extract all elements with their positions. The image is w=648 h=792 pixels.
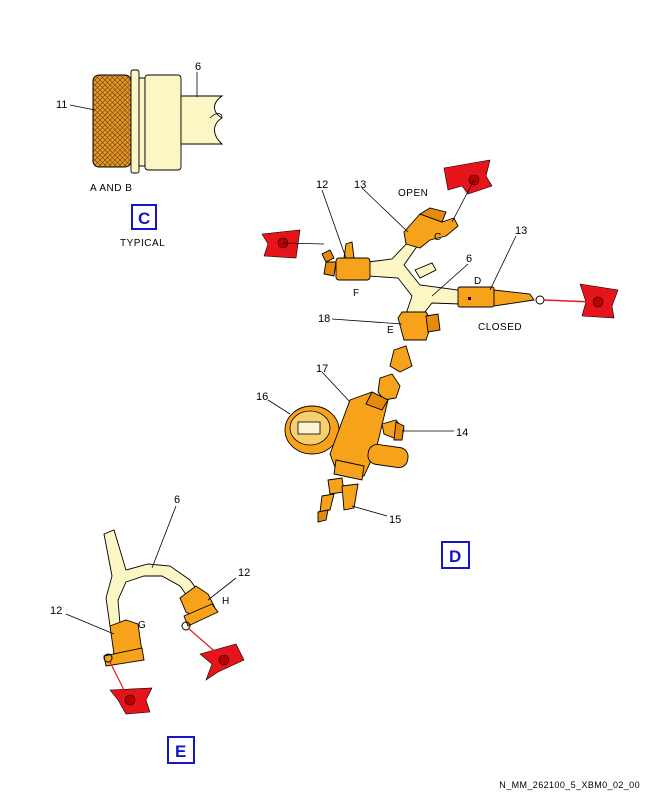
view-label-d-box — [441, 541, 470, 569]
flange-ring — [130, 69, 140, 174]
callout-13-d-right: 13 — [515, 225, 527, 237]
callout-12-e-left: 12 — [50, 605, 62, 617]
letter-c: C — [434, 232, 442, 243]
callout-12-d: 12 — [316, 179, 328, 191]
fitting-g — [103, 619, 145, 667]
callout-16: 16 — [256, 391, 268, 403]
letter-h: H — [222, 596, 230, 607]
callout-14: 14 — [456, 427, 468, 439]
warning-tag-d — [543, 283, 619, 319]
coupling-upper — [389, 345, 413, 373]
view-label-e-box — [167, 736, 195, 764]
callout-18: 18 — [318, 313, 330, 325]
valve-c — [403, 207, 459, 249]
caption-a-and-b: A AND B — [90, 183, 132, 194]
hose-manifold-6 — [367, 239, 461, 319]
valve-14 — [381, 419, 405, 441]
callout-13-d-left: 13 — [354, 179, 366, 191]
letter-g: G — [138, 620, 146, 631]
callout-12-e-right: 12 — [238, 567, 250, 579]
hose-stub — [414, 262, 437, 279]
regulator-body-17 — [329, 391, 409, 481]
valve-f — [321, 241, 371, 281]
fitting-15 — [317, 477, 359, 523]
hose-6 — [180, 95, 224, 145]
coupling-lower — [377, 373, 401, 401]
figure-reference: N_MM_262100_5_XBM0_02_00 — [499, 780, 640, 790]
caption-open: OPEN — [398, 188, 428, 199]
knurled-nut-11 — [92, 74, 132, 168]
callout-6: 6 — [195, 61, 201, 73]
view-label-c: C — [138, 209, 150, 228]
view-e-assembly: 6 12 H 12 G E — [50, 494, 250, 764]
view-label-d: D — [449, 547, 461, 566]
caption-closed: CLOSED — [478, 322, 522, 333]
view-c-connector: 11 6 A AND B C TYPICAL — [56, 61, 224, 249]
pressure-gauge-16 — [284, 405, 340, 455]
callout-15: 15 — [389, 514, 401, 526]
valve-e — [397, 311, 441, 341]
warning-tag-g — [109, 661, 153, 715]
letter-f: F — [353, 288, 360, 299]
caption-typical: TYPICAL — [120, 238, 165, 249]
view-d-assembly: 12 13 OPEN C 13 6 D F 18 E CLOSED 17 16 … — [256, 159, 619, 569]
warning-tag-f — [261, 229, 325, 259]
warning-tag-c — [443, 159, 493, 223]
valve-d — [457, 286, 545, 308]
callout-11: 11 — [56, 99, 67, 111]
letter-d: D — [474, 276, 482, 287]
view-label-e: E — [175, 742, 186, 761]
callout-17: 17 — [316, 363, 328, 375]
flange-ring — [138, 77, 146, 167]
fitting-h — [179, 585, 219, 631]
hose-loop-6 — [103, 529, 201, 627]
connector-body — [144, 74, 182, 171]
callout-6-d: 6 — [466, 253, 472, 265]
letter-e: E — [387, 325, 394, 336]
view-label-c-box — [131, 204, 157, 230]
warning-tag-h — [187, 627, 245, 681]
gauge-display — [297, 421, 321, 435]
callout-6-e: 6 — [174, 494, 180, 506]
